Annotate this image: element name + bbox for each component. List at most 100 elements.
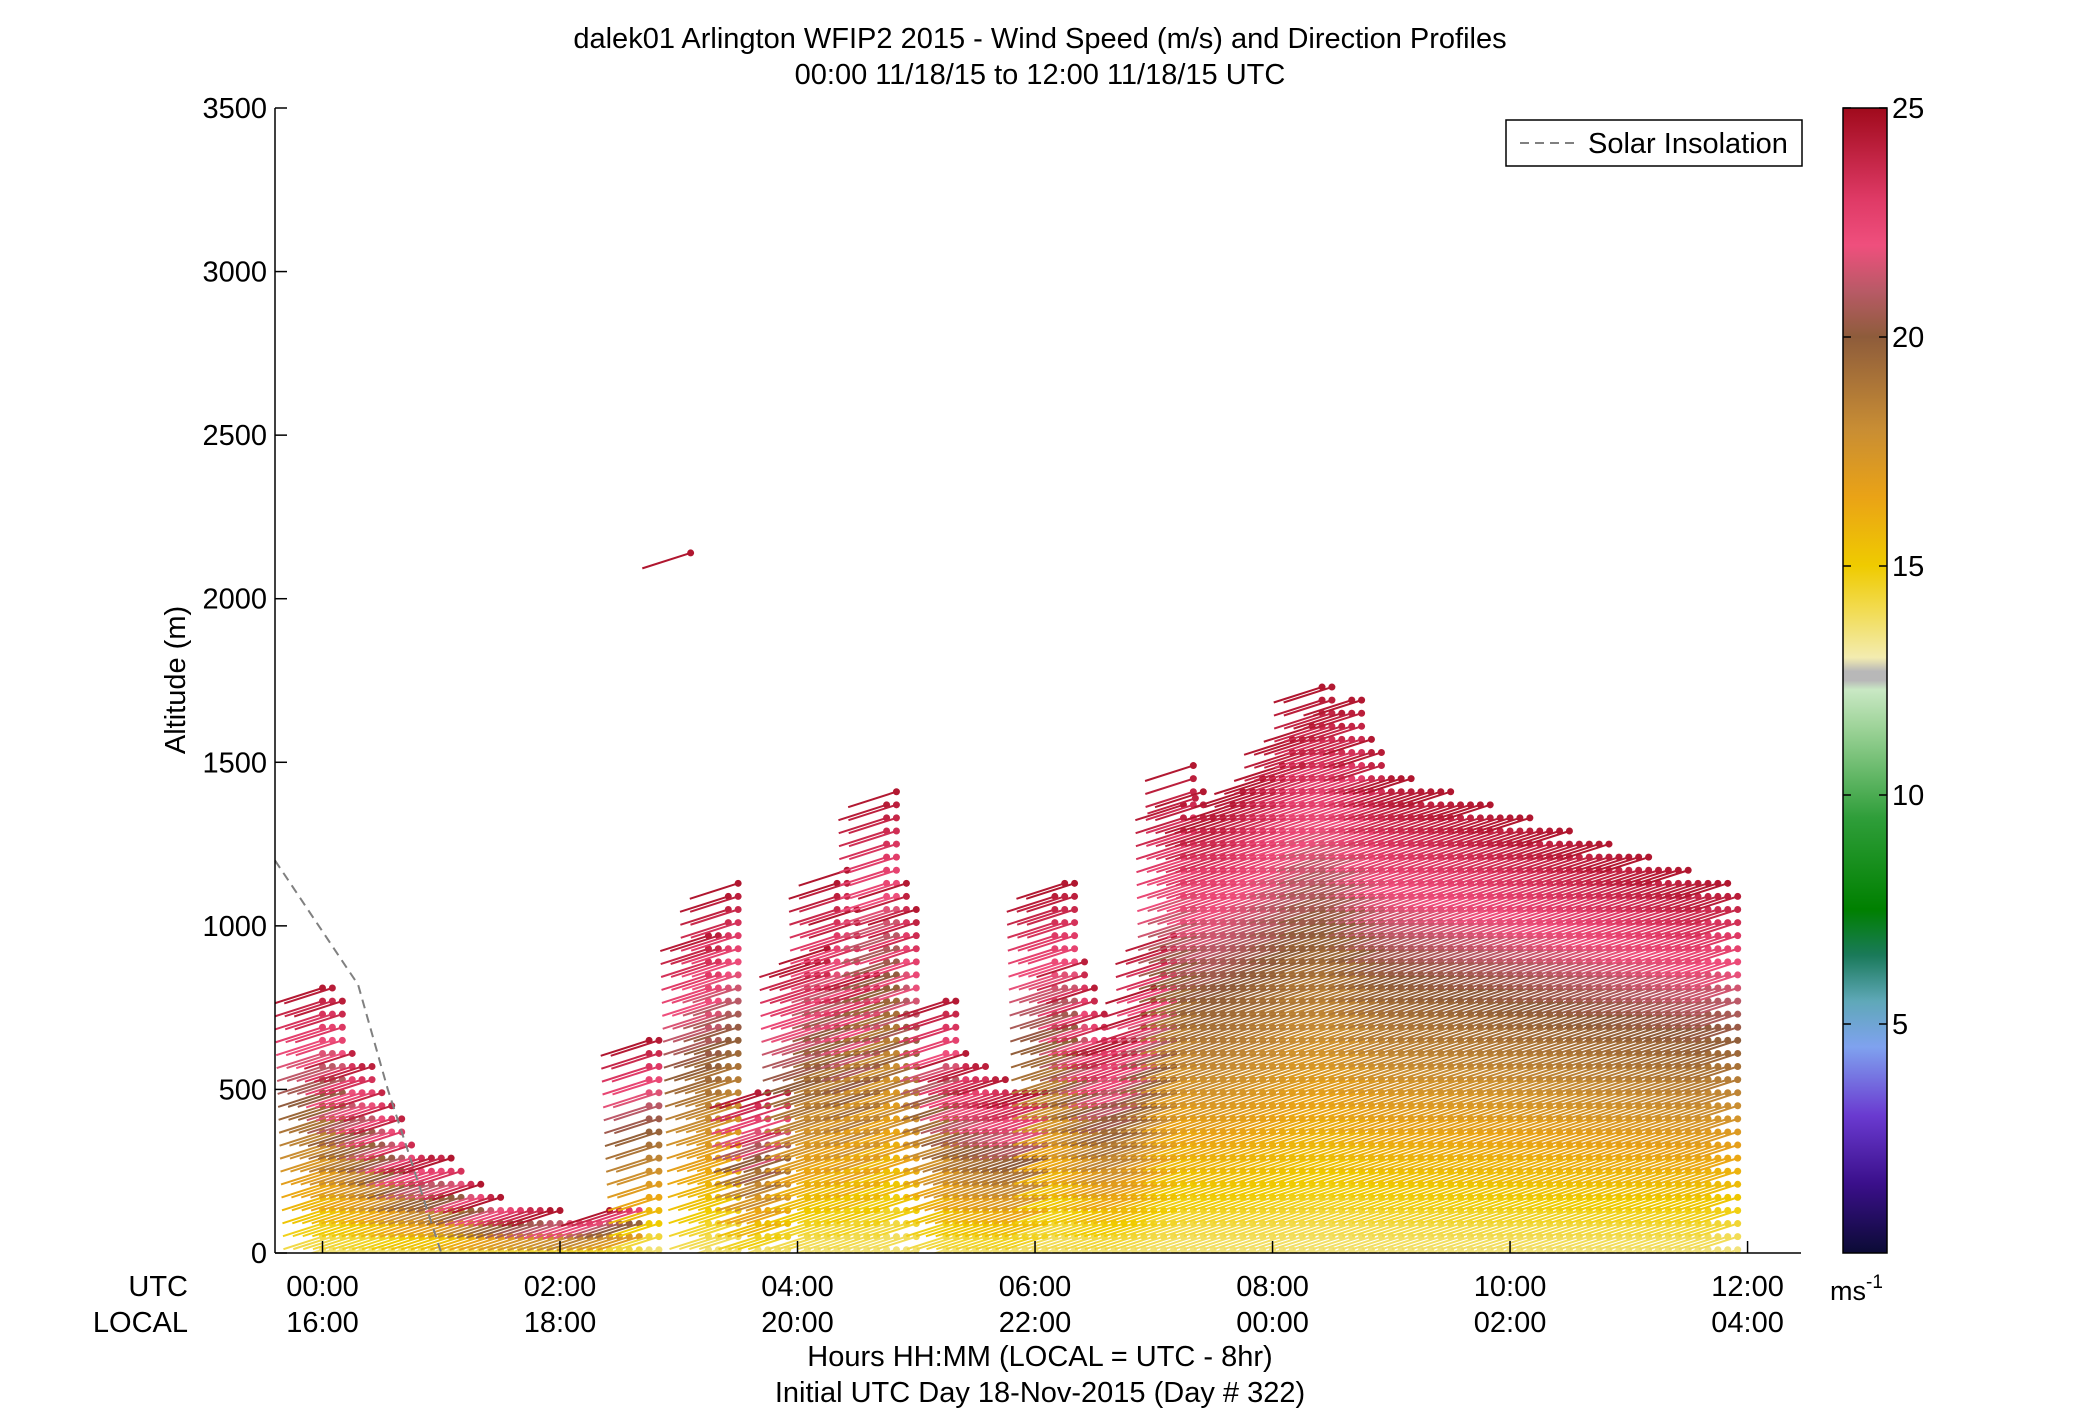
barb-shaft xyxy=(1102,1196,1145,1212)
barb-shaft xyxy=(999,1144,1046,1161)
barb-shaft xyxy=(847,1235,887,1251)
barb-shaft xyxy=(1178,1013,1224,1030)
barb-shaft xyxy=(319,1183,363,1199)
barb-shaft xyxy=(1097,1065,1145,1083)
barb-shaft xyxy=(345,1131,393,1148)
barb-point xyxy=(734,1063,742,1071)
barb-shaft xyxy=(804,1117,848,1134)
barb-shaft xyxy=(684,1052,729,1069)
barb-shaft xyxy=(830,1026,878,1044)
barb-shaft xyxy=(536,1235,581,1252)
barb-shaft xyxy=(323,1065,373,1083)
barb-shaft xyxy=(1234,777,1283,795)
barb-shaft xyxy=(1247,947,1293,964)
barb-shaft xyxy=(1014,1209,1056,1225)
barb-shaft xyxy=(1077,1078,1125,1096)
barb-shaft xyxy=(921,1131,967,1148)
barb-shaft xyxy=(618,1209,660,1225)
barb-shaft xyxy=(963,1196,1006,1212)
barb-shaft xyxy=(782,1078,828,1095)
barb-shaft xyxy=(1169,1039,1214,1056)
barb-shaft xyxy=(616,1170,660,1186)
barb-shaft xyxy=(1262,1209,1303,1224)
barb-shaft xyxy=(747,1222,788,1238)
barb-shaft xyxy=(839,869,887,887)
barb-shaft xyxy=(868,921,917,939)
barb-shaft xyxy=(1026,921,1075,939)
barb-shaft xyxy=(316,1117,363,1135)
barb-shaft xyxy=(805,1131,848,1147)
barb-shaft xyxy=(687,1170,729,1186)
barb-shaft xyxy=(1147,895,1194,912)
barb-shaft xyxy=(1195,843,1244,861)
barb-shaft xyxy=(1060,1117,1105,1134)
barb-shaft xyxy=(850,921,897,939)
barb-shaft xyxy=(1241,1131,1283,1146)
barb-shaft xyxy=(1193,1235,1234,1251)
barb-shaft xyxy=(971,1170,1016,1186)
barb-shaft xyxy=(807,1209,848,1225)
barb-shaft xyxy=(1171,1104,1214,1121)
barb-shaft xyxy=(1223,1209,1263,1225)
barb-shaft xyxy=(851,973,897,991)
barb-shaft xyxy=(740,1104,788,1122)
barb-shaft xyxy=(1182,1157,1224,1173)
barb-shaft xyxy=(346,1157,393,1174)
barb-shaft xyxy=(1046,1000,1095,1018)
barb-shaft xyxy=(1269,1039,1313,1055)
barb-shaft xyxy=(1033,1183,1075,1199)
barb-shaft xyxy=(671,973,719,991)
barb-shaft xyxy=(605,1157,650,1173)
barb-shaft xyxy=(1208,973,1254,991)
barb-shaft xyxy=(849,869,897,887)
barb-point xyxy=(328,984,336,992)
barb-shaft xyxy=(1150,1026,1194,1042)
barb-shaft xyxy=(1160,1039,1204,1056)
barb-shaft xyxy=(458,1235,501,1251)
barb-shaft xyxy=(862,1052,907,1069)
barb-shaft xyxy=(743,1157,788,1174)
barb-shaft xyxy=(341,1222,383,1238)
barb-shaft xyxy=(1041,1117,1085,1134)
barb-shaft xyxy=(857,1222,897,1238)
barb-shaft xyxy=(1100,1248,1115,1253)
barb-shaft xyxy=(724,1248,739,1253)
barb-shaft xyxy=(1237,947,1283,964)
barb-shaft xyxy=(1298,1248,1313,1253)
barb-shaft xyxy=(1151,1091,1194,1107)
barb-shaft xyxy=(310,1196,353,1212)
barb-shaft xyxy=(1026,908,1075,926)
barb-shaft xyxy=(776,1196,818,1212)
barb-shaft xyxy=(1233,764,1283,782)
barb-shaft xyxy=(978,1117,1026,1135)
barb-shaft xyxy=(982,1183,1026,1199)
barb-shaft xyxy=(332,1235,373,1251)
barb-shaft xyxy=(1158,947,1204,965)
barb-shaft xyxy=(1212,1196,1254,1212)
barb-shaft xyxy=(832,1091,878,1108)
barb-shaft xyxy=(904,1170,947,1186)
barb-shaft xyxy=(866,1222,907,1238)
barb-shaft xyxy=(853,1052,897,1069)
barb-shaft xyxy=(1258,987,1303,1003)
barb-shaft xyxy=(1010,1039,1056,1056)
barb-shaft xyxy=(1002,1196,1046,1212)
barb-point xyxy=(655,1193,663,1201)
barb-shaft xyxy=(300,1183,343,1199)
barb-shaft xyxy=(282,1222,323,1238)
barb-shaft xyxy=(442,1196,492,1214)
barb-point xyxy=(655,1115,663,1123)
barb-shaft xyxy=(1083,1209,1125,1225)
barb-shaft xyxy=(1042,1157,1085,1173)
barb-shaft xyxy=(672,1013,719,1030)
barb-shaft xyxy=(1173,1196,1214,1212)
barb-shaft xyxy=(1256,882,1303,899)
barb-shaft xyxy=(403,1170,452,1188)
barb-shaft xyxy=(1113,1222,1155,1238)
barb-point xyxy=(912,958,920,966)
barb-shaft xyxy=(837,1235,878,1251)
barb-shaft xyxy=(285,1039,333,1057)
barb-shaft xyxy=(1230,1104,1273,1121)
barb-shaft xyxy=(677,1170,719,1186)
barb-shaft xyxy=(1205,869,1254,887)
